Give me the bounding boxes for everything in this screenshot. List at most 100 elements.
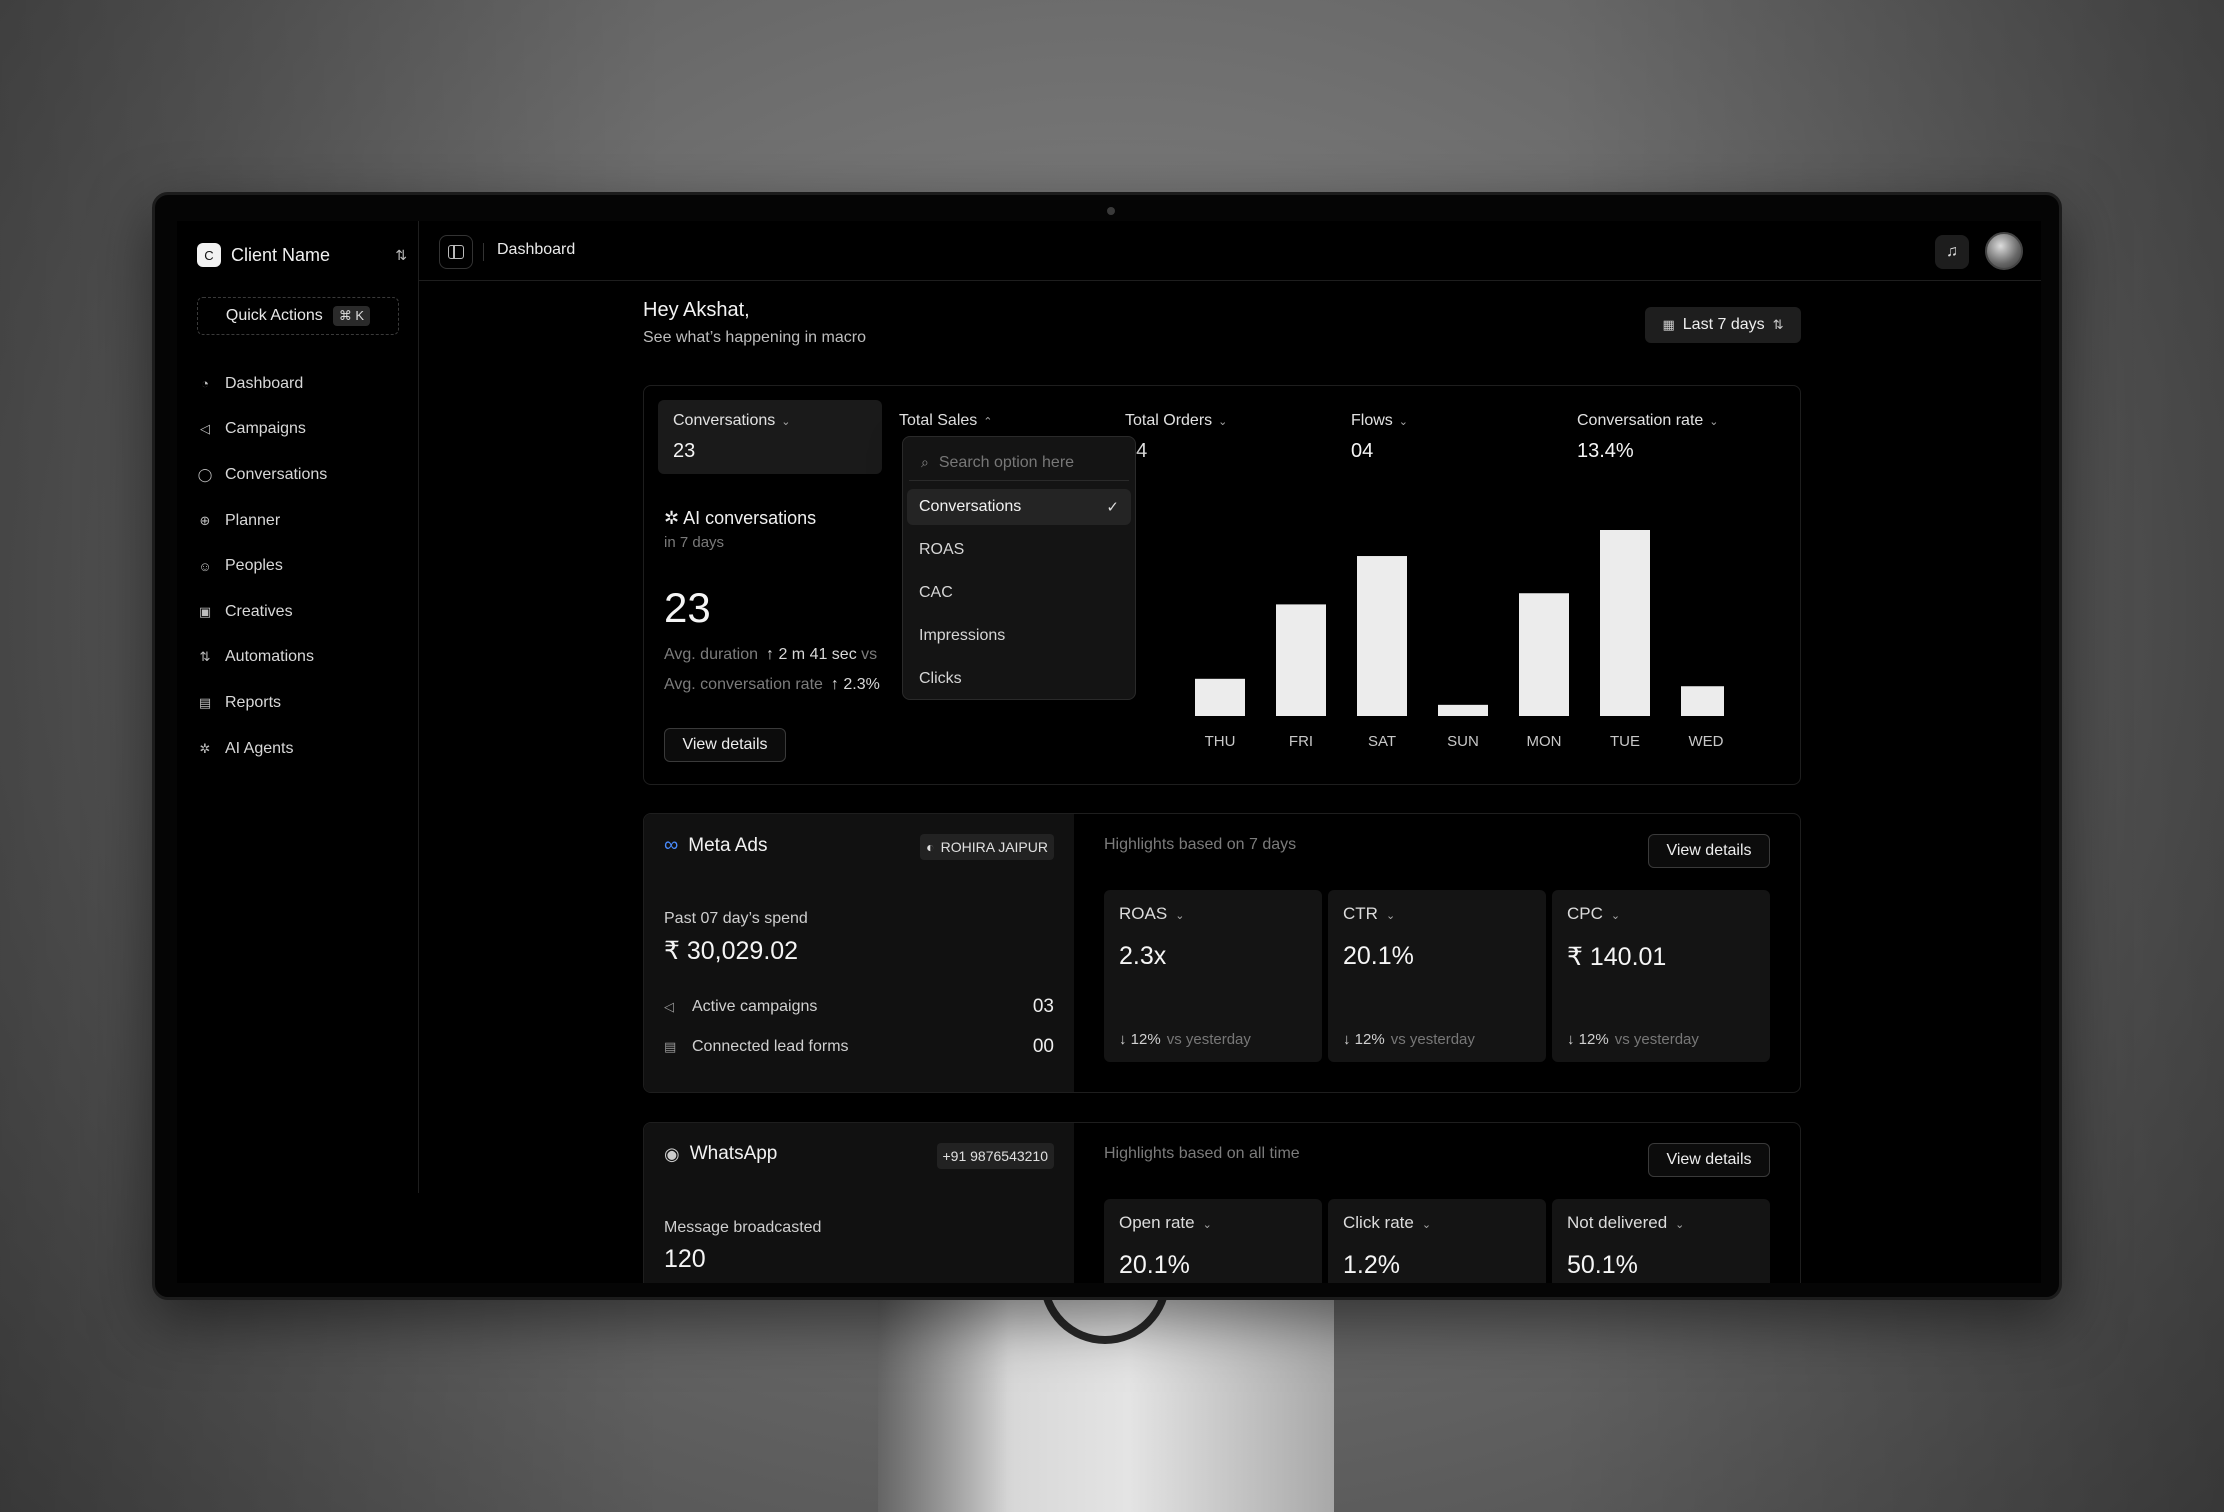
metric-label: Conversations — [673, 412, 776, 429]
dropdown-option-cac[interactable]: CAC — [907, 575, 1131, 611]
active-campaigns-label: Active campaigns — [692, 998, 818, 1015]
chevron-down-icon: ⌄ — [1421, 1219, 1432, 1231]
sidebar-item-ai-agents[interactable]: ✲ AI Agents — [197, 726, 407, 772]
avg-duration-value: ↑ 2 m 41 sec — [766, 646, 857, 663]
toggle-sidebar-button[interactable] — [439, 235, 473, 269]
sidebar-item-peoples[interactable]: ☺ Peoples — [197, 543, 407, 589]
dropdown-search[interactable]: ⌕ Search option here — [909, 445, 1129, 481]
metric-total-sales[interactable]: Total Sales ⌃ — [884, 400, 1108, 474]
bar-chart: THU FRI SAT SUN MON TUE WED — [1195, 530, 1724, 750]
dropdown-option-clicks[interactable]: Clicks — [907, 661, 1131, 697]
sidebar-item-campaigns[interactable]: ◁ Campaigns — [197, 407, 407, 453]
kpi-value: 1.2% — [1343, 1251, 1400, 1279]
metric-value: 04 — [1351, 440, 1374, 462]
spend-value: ₹ 30,029.02 — [664, 937, 799, 965]
phone-tag[interactable]: +91 9876543210 — [936, 1143, 1054, 1169]
sparkle-icon: ✲ — [199, 740, 211, 756]
account-tag[interactable]: ◐ ROHIRA JAIPUR — [920, 834, 1054, 860]
dropdown-option-roas[interactable]: ROAS — [907, 532, 1131, 568]
kpi-change-value: ↓ 12% — [1343, 1031, 1385, 1048]
kpi-roas[interactable]: ROAS ⌄ 2.3x ↓ 12% vs yesterday — [1104, 890, 1322, 1062]
bar-sun[interactable] — [1438, 704, 1488, 716]
kpi-value: 20.1% — [1343, 942, 1414, 970]
kpi-value: ₹ 140.01 — [1567, 943, 1667, 971]
megaphone-icon: ◁ — [200, 421, 210, 437]
metric-conversation-rate[interactable]: Conversation rate ⌄ 13.4% — [1562, 400, 1786, 474]
monitor: C Client Name ⇅ Quick Actions ⌘ K ◔ Dashb… — [152, 192, 2062, 1300]
bar-fri[interactable] — [1276, 604, 1326, 716]
view-details-button[interactable]: View details — [664, 728, 786, 762]
chevron-down-icon: ⌄ — [781, 416, 791, 428]
kpi-value: 20.1% — [1119, 1251, 1190, 1279]
avg-duration-suffix: vs — [861, 646, 878, 663]
main-content: Hey Akshat, See what’s happening in macr… — [419, 281, 2041, 1283]
account-avatar-icon: ◐ — [926, 839, 935, 855]
bar-sat[interactable] — [1357, 556, 1407, 716]
sidebar-item-reports[interactable]: ▤ Reports — [197, 680, 407, 726]
chevron-down-icon: ⌄ — [1202, 1219, 1212, 1231]
lead-forms-value: 00 — [1032, 1036, 1054, 1057]
meta-highlights-label: Highlights based on 7 days — [1104, 836, 1297, 853]
metric-flows[interactable]: Flows ⌄ 04 — [1336, 400, 1560, 474]
bar-wed[interactable] — [1681, 686, 1724, 716]
bell-icon: ♫ — [1946, 243, 1958, 260]
megaphone-icon: ◁ — [664, 999, 674, 1014]
client-switcher[interactable]: C Client Name ⇅ — [197, 239, 407, 271]
kpi-value: 50.1% — [1567, 1251, 1638, 1279]
quick-actions-button[interactable]: Quick Actions ⌘ K — [197, 297, 399, 335]
meta-ads-title-text: Meta Ads — [688, 834, 768, 856]
sidebar-item-dashboard[interactable]: ◔ Dashboard — [197, 361, 407, 407]
kpi-label: CTR — [1343, 904, 1378, 923]
sidebar-item-label: Dashboard — [225, 374, 304, 392]
kpi-open-rate[interactable]: Open rate ⌄ 20.1% — [1104, 1199, 1322, 1283]
chevron-down-icon: ⌄ — [1610, 910, 1621, 922]
metric-total-orders[interactable]: Total Orders ⌄ 04 — [1110, 400, 1334, 474]
user-avatar[interactable] — [1985, 232, 2023, 270]
dropdown-option-impressions[interactable]: Impressions — [907, 618, 1131, 654]
ai-conversations-subtitle: in 7 days — [664, 534, 725, 551]
date-range-select[interactable]: ▦ Last 7 days ⇅ — [1645, 307, 1801, 343]
option-label: Clicks — [919, 670, 962, 687]
bar-thu[interactable] — [1195, 678, 1245, 716]
kpi-value: 2.3x — [1119, 942, 1167, 970]
option-label: CAC — [919, 584, 953, 601]
breadcrumb[interactable]: Dashboard — [497, 241, 576, 258]
meta-view-details-button[interactable]: View details — [1648, 834, 1770, 868]
bar-tue[interactable] — [1600, 530, 1650, 716]
kpi-label: Not delivered — [1567, 1213, 1668, 1232]
divider — [483, 243, 484, 261]
broadcast-label: Message broadcasted — [664, 1219, 822, 1236]
chevron-down-icon: ⌄ — [1218, 416, 1228, 428]
sidebar-item-conversations[interactable]: ◯ Conversations — [197, 452, 407, 498]
quick-actions-label: Quick Actions — [225, 307, 323, 324]
sidebar-panel-icon — [448, 245, 464, 259]
sidebar: C Client Name ⇅ Quick Actions ⌘ K ◔ Dashb… — [177, 221, 419, 1193]
kpi-label: Open rate — [1119, 1213, 1195, 1232]
phone-tag-text: +91 9876543210 — [942, 1148, 1049, 1164]
kpi-click-rate[interactable]: Click rate ⌄ 1.2% — [1328, 1199, 1546, 1283]
kpi-change: ↓ 12% vs yesterday — [1343, 1031, 1475, 1048]
notifications-button[interactable]: ♫ — [1935, 235, 1969, 269]
bar-mon[interactable] — [1519, 593, 1569, 716]
kpi-not-delivered[interactable]: Not delivered ⌄ 50.1% — [1552, 1199, 1770, 1283]
sidebar-nav: ◔ Dashboard ◁ Campaigns ◯ Conversations ⊕ Pl… — [197, 361, 407, 771]
chevron-down-icon: ⌄ — [1398, 416, 1408, 428]
kpi-ctr[interactable]: CTR ⌄ 20.1% ↓ 12% vs yesterday — [1328, 890, 1546, 1062]
sparkle-icon: ✲ — [664, 508, 684, 528]
option-label: Impressions — [919, 627, 1006, 644]
kpi-change-value: ↓ 12% — [1119, 1031, 1161, 1048]
metric-value: 04 — [1125, 440, 1148, 462]
sidebar-item-creatives[interactable]: ▣ Creatives — [197, 589, 407, 635]
avg-rate-label: Avg. conversation rate — [664, 676, 823, 693]
chevron-up-icon: ⌃ — [983, 416, 993, 428]
metric-conversations[interactable]: Conversations ⌄ 23 — [658, 400, 882, 474]
sidebar-item-automations[interactable]: ⇅ Automations — [197, 635, 407, 681]
kpi-cpc[interactable]: CPC ⌄ ₹ 140.01 ↓ 12% vs yesterday — [1552, 890, 1770, 1062]
whatsapp-view-details-button[interactable]: View details — [1648, 1143, 1770, 1177]
dropdown-option-conversations[interactable]: Conversations ✓ — [907, 489, 1131, 525]
metric-label: Flows — [1351, 412, 1393, 429]
x-tick-label: SAT — [1368, 733, 1396, 750]
spend-label: Past 07 day’s spend — [664, 910, 808, 927]
sidebar-item-planner[interactable]: ⊕ Planner — [197, 498, 407, 544]
whatsapp-title-text: WhatsApp — [689, 1143, 778, 1164]
